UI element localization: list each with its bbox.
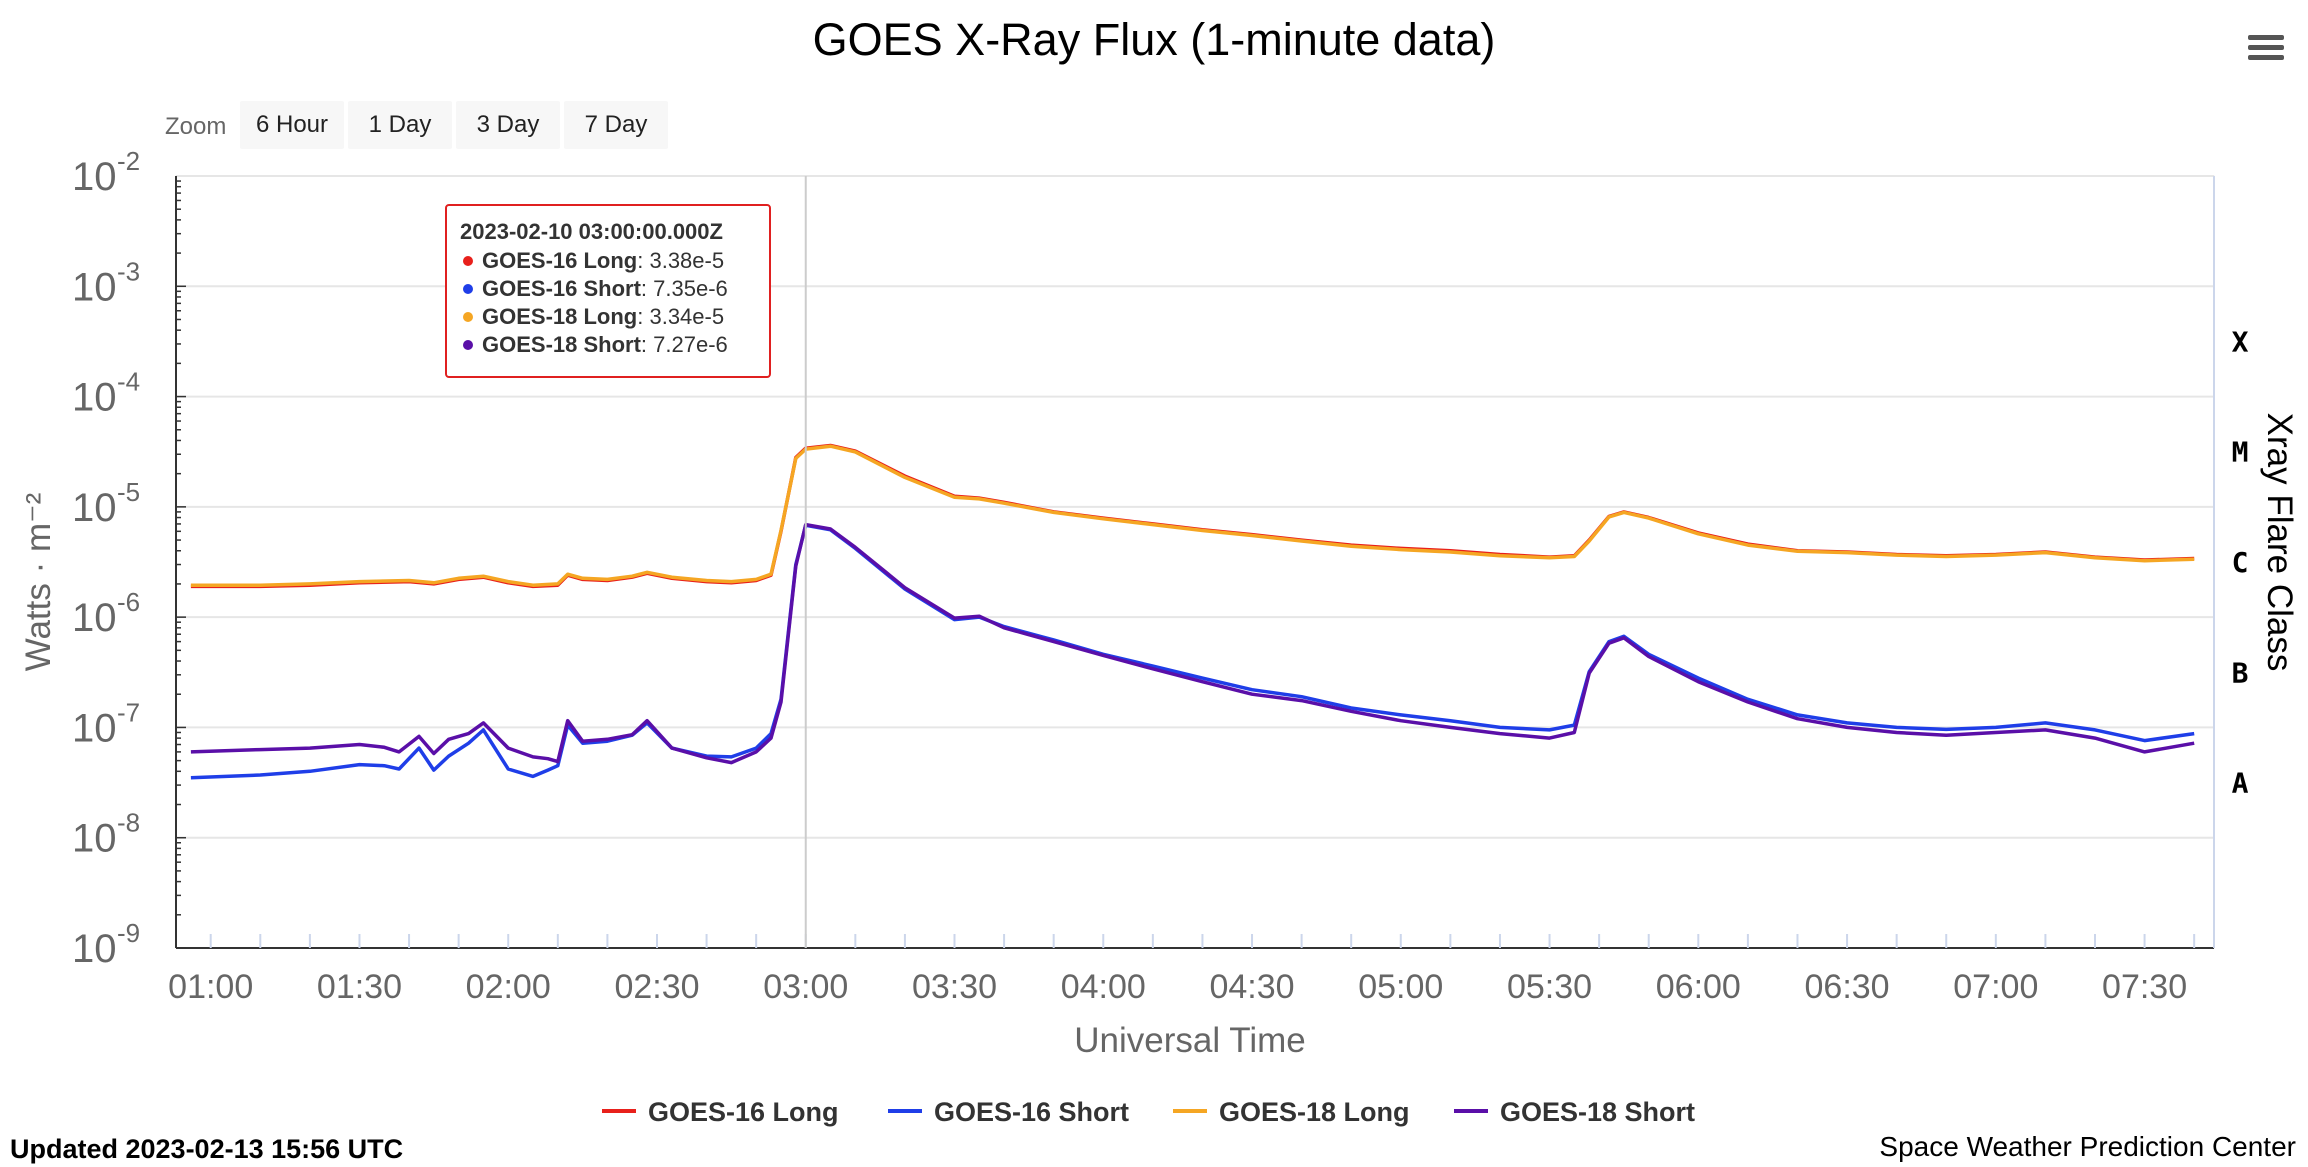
source-credit: Space Weather Prediction Center [1879,1131,2296,1162]
x-tick-label: 03:30 [912,968,997,1006]
flare-class-axis-title: Xray Flare Class [2260,413,2299,672]
legend: GOES-16 Long GOES-16 Short GOES-18 Long GOE… [602,1097,1695,1127]
tooltip-row: GOES-16 Short: 7.35e-6 [463,276,728,301]
y-tick-base: 10 [72,155,117,199]
y-tick-base: 10 [72,706,117,750]
x-tick-label: 06:00 [1656,968,1741,1006]
y-tick-base: 10 [72,376,117,420]
zoom-button-label: 3 Day [477,111,540,138]
x-tick-label: 04:00 [1061,968,1146,1006]
flare-class-m: M [2232,436,2249,469]
tooltip-row-text: GOES-18 Short: 7.27e-6 [482,332,728,357]
zoom-label: Zoom [165,113,226,140]
y-tick-base: 10 [72,486,117,530]
zoom-button-1-day[interactable]: 1 Day [348,101,452,149]
legend-item-goes-16-short[interactable]: GOES-16 Short [888,1097,1129,1127]
chart-menu-button[interactable] [2240,28,2296,68]
flare-class-labels: X M C B A [2232,325,2249,799]
legend-label: GOES-16 Long [648,1097,839,1127]
y-tick-label: 10 -9 [72,918,140,971]
legend-item-goes-18-long[interactable]: GOES-18 Long [1173,1097,1410,1127]
flare-class-x: X [2232,325,2249,358]
legend-item-goes-18-short[interactable]: GOES-18 Short [1454,1097,1695,1127]
y-tick-base: 10 [72,817,117,861]
tooltip-marker [463,256,473,266]
x-tick-label: 01:30 [317,968,402,1006]
y-tick-exponent: -5 [117,477,140,507]
y-axis-ticks: 10-210-310-410-510-610-710-810-9 [72,146,140,971]
y-tick-exponent: -8 [117,808,140,838]
x-tick-label: 06:30 [1805,968,1890,1006]
tooltip-marker [463,340,473,350]
series-line-goes-18-short [190,522,2195,765]
flare-class-c: C [2232,546,2249,579]
tooltip-row-text: GOES-18 Long: 3.34e-5 [482,304,724,329]
series-line-goes-18-long [190,444,2195,587]
y-axis-title: Watts · m⁻² [19,493,58,672]
chart-title: GOES X-Ray Flux (1-minute data) [813,14,1496,65]
y-tick-label: 10 -2 [72,146,140,199]
zoom-button-label: 1 Day [369,111,432,138]
x-tick-label: 05:30 [1507,968,1592,1006]
tooltip: 2023-02-10 03:00:00.000Z GOES-16 Long: 3… [445,204,771,378]
series-lines [190,443,2195,780]
legend-item-goes-16-long[interactable]: GOES-16 Long [602,1097,839,1127]
y-tick-label: 10 -5 [72,477,140,530]
x-tick-label: 04:30 [1209,968,1294,1006]
y-tick-base: 10 [72,265,117,309]
updated-timestamp: Updated 2023-02-13 15:56 UTC [10,1134,403,1164]
tooltip-row: GOES-18 Long: 3.34e-5 [463,304,724,329]
y-tick-label: 10 -6 [72,587,140,640]
zoom-button-label: 7 Day [585,111,648,138]
tooltip-marker [463,284,473,294]
y-tick-base: 10 [72,596,117,640]
y-tick-label: 10 -3 [72,256,140,309]
zoom-button-6-hour[interactable]: 6 Hour [240,101,344,149]
tooltip-row-text: GOES-16 Short: 7.35e-6 [482,276,728,301]
zoom-button-3-day[interactable]: 3 Day [456,101,560,149]
y-tick-exponent: -6 [117,587,140,617]
x-tick-label: 01:00 [168,968,253,1006]
flare-class-a: A [2232,767,2249,800]
zoom-bar: Zoom 6 Hour 1 Day 3 Day 7 Day [165,101,668,149]
y-tick-base: 10 [72,927,117,971]
flare-class-b: B [2232,656,2249,689]
x-axis-title: Universal Time [1074,1021,1305,1060]
x-tick-label: 07:30 [2102,968,2187,1006]
y-tick-exponent: -9 [117,918,140,948]
legend-label: GOES-16 Short [934,1097,1129,1127]
plot-grid [175,175,2215,949]
tooltip-marker [463,312,473,322]
tooltip-box [445,204,771,378]
y-tick-exponent: -3 [117,256,140,286]
x-tick-label: 02:00 [466,968,551,1006]
tooltip-row: GOES-18 Short: 7.27e-6 [463,332,728,357]
legend-label: GOES-18 Short [1500,1097,1695,1127]
y-tick-exponent: -2 [117,146,140,176]
x-tick-label: 05:00 [1358,968,1443,1006]
y-tick-label: 10 -8 [72,808,140,861]
x-tick-label: 03:00 [763,968,848,1006]
x-tick-label: 07:00 [1953,968,2038,1006]
zoom-button-7-day[interactable]: 7 Day [564,101,668,149]
y-tick-label: 10 -4 [72,367,140,420]
legend-label: GOES-18 Long [1219,1097,1410,1127]
y-tick-exponent: -4 [117,367,140,397]
x-tick-label: 02:30 [614,968,699,1006]
y-tick-label: 10 -7 [72,697,140,750]
tooltip-row: GOES-16 Long: 3.38e-5 [463,248,724,273]
tooltip-row-text: GOES-16 Long: 3.38e-5 [482,248,724,273]
tooltip-title: 2023-02-10 03:00:00.000Z [460,219,723,244]
zoom-button-label: 6 Hour [256,111,328,138]
y-tick-exponent: -7 [117,697,140,727]
x-axis-ticks: 01:00 01:30 02:00 02:30 03:00 03:30 04:00 04:30… [168,934,2196,1006]
